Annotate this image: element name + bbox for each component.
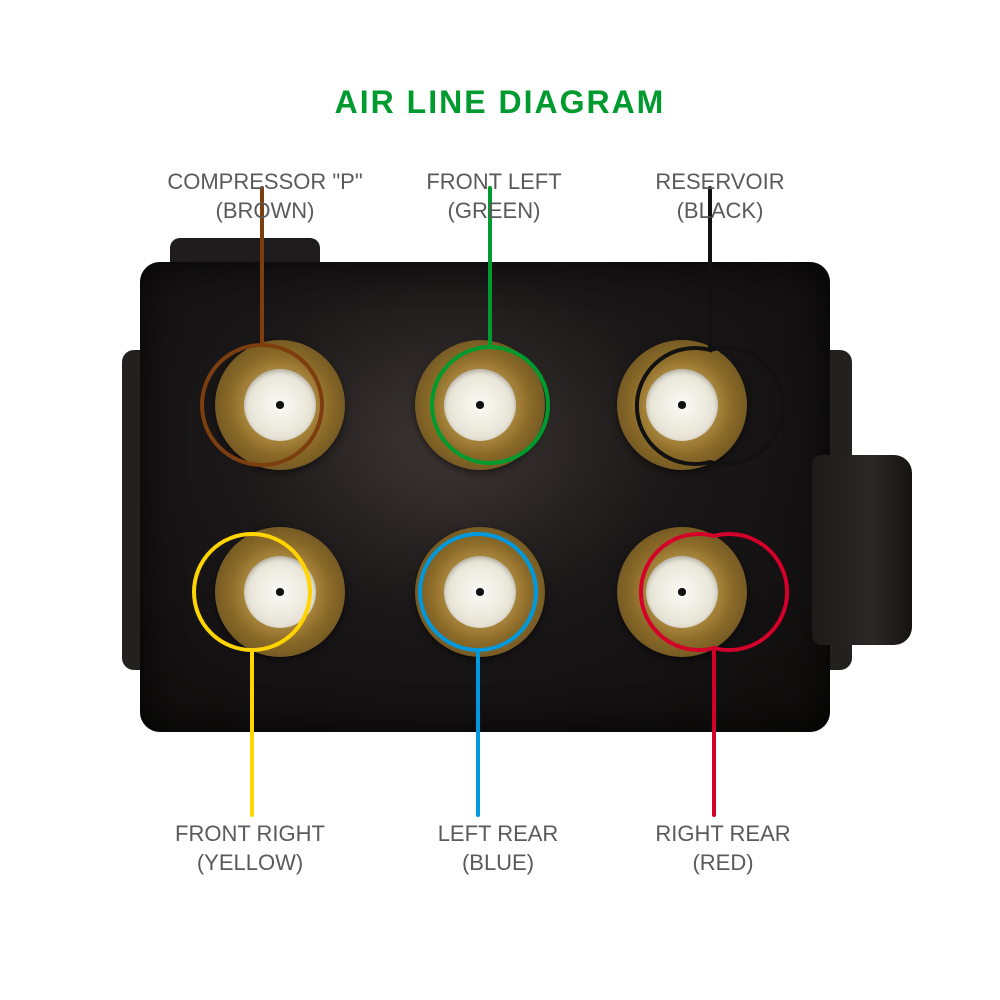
label-left-rear: LEFT REAR(BLUE) — [398, 820, 598, 877]
port-brass — [415, 527, 545, 657]
connector-right — [812, 455, 912, 645]
label-line2: (BLUE) — [398, 849, 598, 878]
label-line1: COMPRESSOR "P" — [135, 168, 395, 197]
port-center — [646, 556, 719, 629]
port-center — [244, 369, 317, 442]
label-line1: RESERVOIR — [620, 168, 820, 197]
port-orifice — [476, 588, 483, 595]
port-center — [646, 369, 719, 442]
label-right-rear: RIGHT REAR(RED) — [618, 820, 828, 877]
port-right-rear — [617, 527, 747, 657]
port-front-right — [215, 527, 345, 657]
label-line2: (BLACK) — [620, 197, 820, 226]
port-orifice — [276, 401, 283, 408]
diagram-title: AIR LINE DIAGRAM — [335, 84, 666, 121]
valve-body — [140, 262, 830, 732]
port-center — [444, 556, 517, 629]
port-brass — [617, 527, 747, 657]
label-compressor-p: COMPRESSOR "P"(BROWN) — [135, 168, 395, 225]
port-brass — [617, 340, 747, 470]
port-left-rear — [415, 527, 545, 657]
label-reservoir: RESERVOIR(BLACK) — [620, 168, 820, 225]
label-line1: LEFT REAR — [398, 820, 598, 849]
label-line2: (RED) — [618, 849, 828, 878]
label-line1: FRONT RIGHT — [130, 820, 370, 849]
port-orifice — [678, 401, 685, 408]
port-center — [244, 556, 317, 629]
label-line2: (BROWN) — [135, 197, 395, 226]
port-orifice — [276, 588, 283, 595]
label-line2: (GREEN) — [394, 197, 594, 226]
port-brass — [215, 340, 345, 470]
port-reservoir — [617, 340, 747, 470]
label-line1: FRONT LEFT — [394, 168, 594, 197]
port-compressor-p — [215, 340, 345, 470]
label-front-left: FRONT LEFT(GREEN) — [394, 168, 594, 225]
label-line2: (YELLOW) — [130, 849, 370, 878]
port-brass — [415, 340, 545, 470]
port-orifice — [476, 401, 483, 408]
label-front-right: FRONT RIGHT(YELLOW) — [130, 820, 370, 877]
port-front-left — [415, 340, 545, 470]
port-center — [444, 369, 517, 442]
port-brass — [215, 527, 345, 657]
port-orifice — [678, 588, 685, 595]
label-line1: RIGHT REAR — [618, 820, 828, 849]
